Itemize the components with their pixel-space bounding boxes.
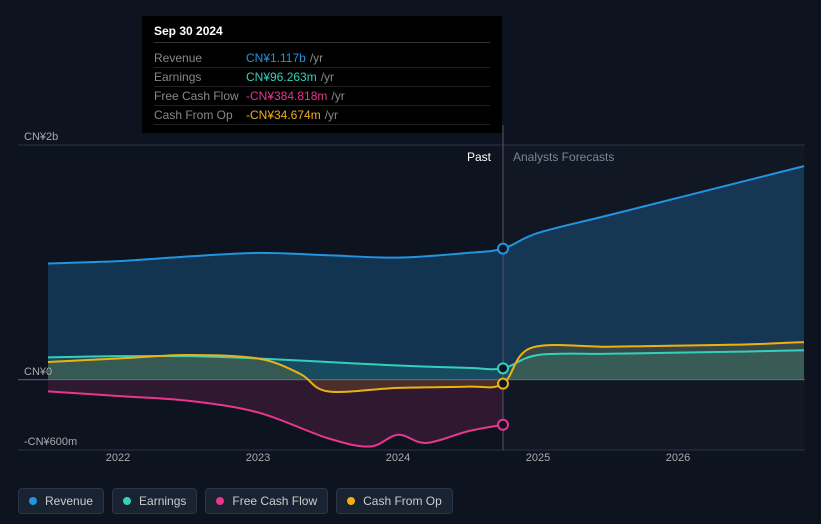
tooltip-row: Cash From Op-CN¥34.674m/yr [154,106,490,125]
legend-color-icon [216,497,224,505]
y-tick-label: -CN¥600m [24,436,77,448]
x-tick-label: 2022 [106,452,130,464]
tooltip-metric-value: -CN¥384.818m [246,89,327,103]
tooltip-metric-label: Revenue [154,51,246,65]
legend-item[interactable]: Earnings [112,488,197,514]
tooltip-metric-label: Earnings [154,70,246,84]
financial-chart: Past Analysts Forecasts CN¥2b CN¥0 -CN¥600… [0,0,821,524]
tooltip-row: RevenueCN¥1.117b/yr [154,49,490,68]
legend-label: Earnings [139,494,186,508]
legend-color-icon [347,497,355,505]
tooltip-metric-unit: /yr [325,108,338,122]
legend-item[interactable]: Free Cash Flow [205,488,328,514]
legend-label: Cash From Op [363,494,442,508]
legend-color-icon [123,497,131,505]
y-tick-label: CN¥0 [24,366,52,378]
x-tick-label: 2026 [666,452,690,464]
legend-item[interactable]: Revenue [18,488,104,514]
tooltip-metric-unit: /yr [321,70,334,84]
chart-legend: Revenue Earnings Free Cash Flow Cash From O… [18,488,453,514]
tooltip-metric-unit: /yr [310,51,323,65]
region-label-past: Past [467,150,491,164]
legend-label: Revenue [45,494,93,508]
legend-label: Free Cash Flow [232,494,317,508]
legend-item[interactable]: Cash From Op [336,488,453,514]
x-tick-label: 2024 [386,452,410,464]
tooltip-metric-value: CN¥1.117b [246,51,306,65]
x-tick-label: 2025 [526,452,550,464]
x-tick-label: 2023 [246,452,270,464]
tooltip-metric-label: Free Cash Flow [154,89,246,103]
tooltip-metric-unit: /yr [331,89,344,103]
tooltip-row: Free Cash Flow-CN¥384.818m/yr [154,87,490,106]
tooltip-metric-value: CN¥96.263m [246,70,317,84]
chart-tooltip: Sep 30 2024 RevenueCN¥1.117b/yrEarningsC… [142,16,502,133]
y-tick-label: CN¥2b [24,131,58,143]
tooltip-date: Sep 30 2024 [154,24,490,43]
tooltip-metric-label: Cash From Op [154,108,246,122]
tooltip-metric-value: -CN¥34.674m [246,108,321,122]
tooltip-row: EarningsCN¥96.263m/yr [154,68,490,87]
region-label-forecast: Analysts Forecasts [513,150,614,164]
legend-color-icon [29,497,37,505]
